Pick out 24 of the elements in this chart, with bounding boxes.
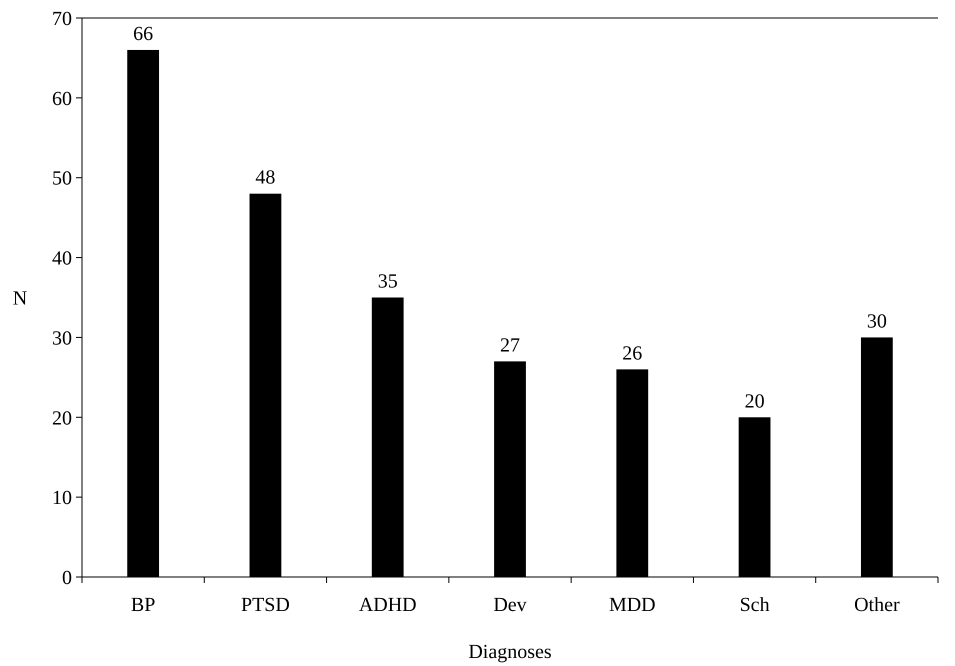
data-label: 20 (744, 390, 765, 412)
x-tick-label: Dev (493, 594, 527, 616)
x-axis-title: Diagnoses (468, 641, 552, 663)
y-tick-label: 30 (52, 327, 72, 350)
data-label: 30 (866, 310, 887, 332)
y-axis-title: N (12, 288, 28, 310)
y-tick-label: 40 (52, 248, 72, 270)
y-tick-label: 10 (52, 487, 72, 510)
y-tick-label: 70 (52, 8, 72, 30)
x-tick-label: MDD (608, 594, 656, 616)
data-label: 48 (255, 166, 276, 189)
data-label: 26 (622, 342, 642, 364)
x-tick-label: BP (130, 594, 156, 616)
y-tick-label: 20 (52, 407, 72, 430)
y-tick-label: 0 (62, 567, 72, 589)
x-tick-label: ADHD (358, 594, 417, 616)
x-tick-label: PTSD (240, 594, 290, 616)
data-label: 35 (378, 270, 398, 292)
data-label: 66 (133, 22, 154, 45)
y-tick-label: 50 (52, 168, 72, 190)
data-label: 27 (500, 334, 520, 356)
y-tick-label: 60 (52, 88, 72, 110)
x-tick-label: Other (854, 594, 900, 616)
x-tick-label: Sch (740, 594, 770, 616)
